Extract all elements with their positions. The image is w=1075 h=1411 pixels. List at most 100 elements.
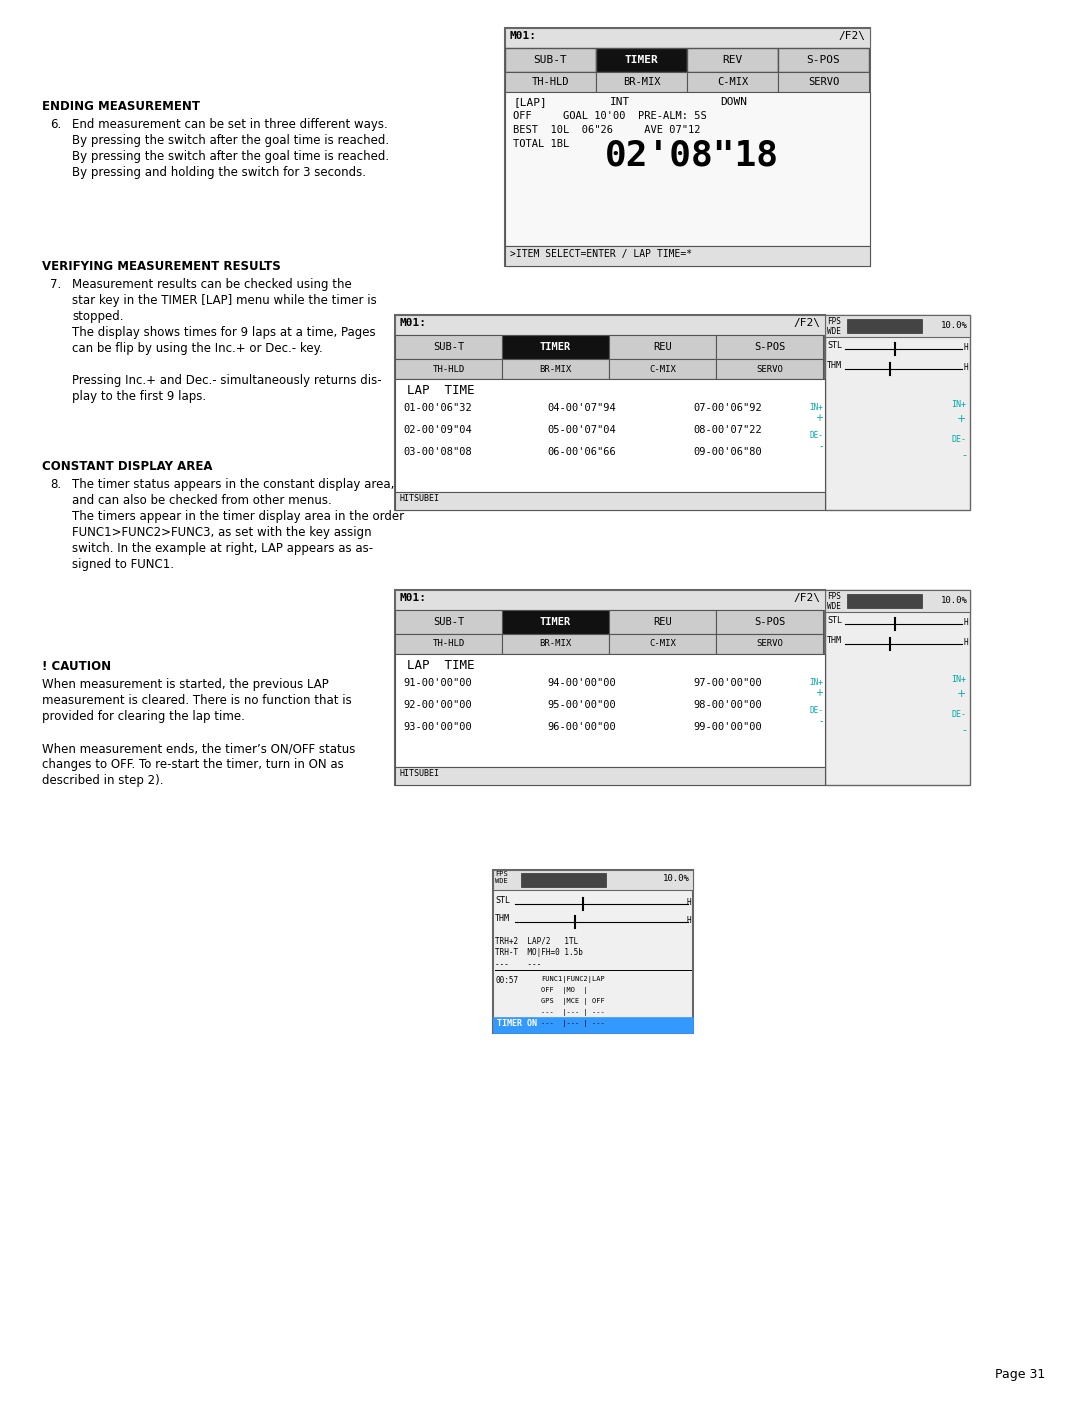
Text: SERVO: SERVO	[756, 364, 783, 374]
FancyBboxPatch shape	[395, 610, 502, 634]
FancyBboxPatch shape	[395, 315, 825, 334]
Text: H: H	[686, 916, 691, 926]
Text: M01:: M01:	[400, 317, 427, 327]
Text: VERIFYING MEASUREMENT RESULTS: VERIFYING MEASUREMENT RESULTS	[42, 260, 281, 272]
Text: 92-00'00"00: 92-00'00"00	[403, 700, 472, 710]
Text: TRH-T  MO|FH=0 1.5b: TRH-T MO|FH=0 1.5b	[494, 948, 583, 957]
Text: 7.: 7.	[51, 278, 61, 291]
Text: star key in the TIMER [LAP] menu while the timer is: star key in the TIMER [LAP] menu while t…	[72, 293, 376, 308]
FancyBboxPatch shape	[395, 334, 502, 358]
Text: measurement is cleared. There is no function that is: measurement is cleared. There is no func…	[42, 694, 352, 707]
FancyBboxPatch shape	[505, 48, 596, 72]
Text: Measurement results can be checked using the: Measurement results can be checked using…	[72, 278, 352, 291]
Text: DE-: DE-	[809, 430, 823, 440]
Text: SUB-T: SUB-T	[533, 55, 568, 65]
Text: 02-00'09"04: 02-00'09"04	[403, 425, 472, 435]
Text: INT: INT	[610, 97, 630, 107]
Text: LAP  TIME: LAP TIME	[407, 659, 474, 672]
Text: OFF     GOAL 10'00  PRE-ALM: 5S: OFF GOAL 10'00 PRE-ALM: 5S	[513, 111, 706, 121]
FancyBboxPatch shape	[825, 590, 970, 612]
Text: 94-00'00"00: 94-00'00"00	[547, 679, 616, 689]
Text: REU: REU	[654, 341, 672, 351]
Text: 04-00'07"94: 04-00'07"94	[547, 404, 616, 413]
FancyBboxPatch shape	[493, 871, 693, 890]
Text: -: -	[962, 450, 966, 460]
Text: S-POS: S-POS	[754, 341, 785, 351]
Text: M01:: M01:	[510, 31, 538, 41]
Text: signed to FUNC1.: signed to FUNC1.	[72, 557, 174, 571]
Text: H: H	[963, 638, 968, 648]
FancyBboxPatch shape	[687, 48, 778, 72]
Text: TRH+2  LAP/2   1TL: TRH+2 LAP/2 1TL	[494, 935, 578, 945]
Text: ! CAUTION: ! CAUTION	[42, 660, 111, 673]
FancyBboxPatch shape	[505, 92, 870, 246]
Text: The display shows times for 9 laps at a time, Pages: The display shows times for 9 laps at a …	[72, 326, 375, 339]
Text: 03-00'08"08: 03-00'08"08	[403, 447, 472, 457]
FancyBboxPatch shape	[716, 334, 823, 358]
Text: 6.: 6.	[51, 119, 61, 131]
Text: H: H	[963, 618, 968, 626]
Text: S-POS: S-POS	[806, 55, 841, 65]
Text: GPS  |MCE | OFF: GPS |MCE | OFF	[541, 998, 605, 1005]
Text: DE-: DE-	[951, 435, 966, 444]
Text: LAP  TIME: LAP TIME	[407, 384, 474, 396]
Text: STL: STL	[827, 617, 842, 625]
FancyBboxPatch shape	[493, 1017, 693, 1033]
Text: 8.: 8.	[51, 478, 61, 491]
Text: The timer status appears in the constant display area,: The timer status appears in the constant…	[72, 478, 395, 491]
Text: ENDING MEASUREMENT: ENDING MEASUREMENT	[42, 100, 200, 113]
Text: S-POS: S-POS	[754, 617, 785, 626]
FancyBboxPatch shape	[778, 72, 869, 92]
Text: Page 31: Page 31	[994, 1369, 1045, 1381]
Text: ---  |--- | ---: --- |--- | ---	[541, 1009, 605, 1016]
Text: 10.0%: 10.0%	[941, 595, 968, 605]
FancyBboxPatch shape	[505, 246, 870, 267]
Text: stopped.: stopped.	[72, 310, 124, 323]
Text: +: +	[815, 689, 823, 698]
Text: SERVO: SERVO	[756, 639, 783, 649]
Text: By pressing the switch after the goal time is reached.: By pressing the switch after the goal ti…	[72, 134, 389, 147]
FancyBboxPatch shape	[847, 319, 922, 333]
Text: SUB-T: SUB-T	[433, 341, 464, 351]
Text: Pressing Inc.+ and Dec.- simultaneously returns dis-: Pressing Inc.+ and Dec.- simultaneously …	[72, 374, 382, 387]
Text: End measurement can be set in three different ways.: End measurement can be set in three diff…	[72, 119, 388, 131]
FancyBboxPatch shape	[505, 72, 596, 92]
Text: 97-00'00"00: 97-00'00"00	[693, 679, 762, 689]
Text: C-MIX: C-MIX	[649, 639, 676, 649]
FancyBboxPatch shape	[521, 873, 606, 888]
FancyBboxPatch shape	[687, 72, 778, 92]
Text: STL: STL	[494, 896, 510, 904]
FancyBboxPatch shape	[596, 48, 687, 72]
FancyBboxPatch shape	[395, 655, 825, 768]
Text: ---  |--- | ---: --- |--- | ---	[541, 1020, 605, 1027]
Text: FPS
WDE: FPS WDE	[827, 317, 841, 336]
Text: described in step 2).: described in step 2).	[42, 775, 163, 787]
Text: IN+: IN+	[951, 399, 966, 409]
Text: 05-00'07"04: 05-00'07"04	[547, 425, 616, 435]
Text: H: H	[686, 897, 691, 907]
Text: 01-00'06"32: 01-00'06"32	[403, 404, 472, 413]
FancyBboxPatch shape	[395, 590, 825, 610]
Text: CONSTANT DISPLAY AREA: CONSTANT DISPLAY AREA	[42, 460, 213, 473]
Text: SERVO: SERVO	[808, 78, 840, 87]
Text: changes to OFF. To re-start the timer, turn in ON as: changes to OFF. To re-start the timer, t…	[42, 758, 344, 770]
Text: BEST  10L  06"26     AVE 07"12: BEST 10L 06"26 AVE 07"12	[513, 126, 701, 135]
FancyBboxPatch shape	[395, 380, 825, 492]
FancyBboxPatch shape	[825, 315, 970, 509]
Text: 91-00'00"00: 91-00'00"00	[403, 679, 472, 689]
Text: FUNC1|FUNC2|LAP: FUNC1|FUNC2|LAP	[541, 976, 605, 983]
Text: TIMER: TIMER	[540, 341, 571, 351]
FancyBboxPatch shape	[505, 28, 870, 48]
FancyBboxPatch shape	[493, 871, 693, 1033]
Text: THM: THM	[827, 361, 842, 370]
Text: /F2\: /F2\	[793, 593, 820, 602]
Text: 07-00'06"92: 07-00'06"92	[693, 404, 762, 413]
FancyBboxPatch shape	[825, 315, 970, 337]
FancyBboxPatch shape	[610, 358, 716, 380]
Text: provided for clearing the lap time.: provided for clearing the lap time.	[42, 710, 245, 722]
FancyBboxPatch shape	[505, 28, 870, 267]
Text: When measurement ends, the timer’s ON/OFF status: When measurement ends, the timer’s ON/OF…	[42, 742, 356, 755]
Text: TH-HLD: TH-HLD	[432, 364, 464, 374]
Text: By pressing and holding the switch for 3 seconds.: By pressing and holding the switch for 3…	[72, 166, 366, 179]
FancyBboxPatch shape	[778, 48, 869, 72]
